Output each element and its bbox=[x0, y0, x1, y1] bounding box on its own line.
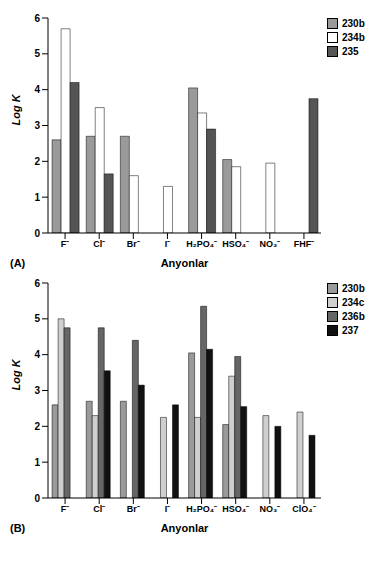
svg-text:0: 0 bbox=[34, 228, 40, 239]
svg-text:5: 5 bbox=[34, 48, 40, 59]
svg-text:HSO₄⁻: HSO₄⁻ bbox=[222, 239, 249, 249]
html-text:(A): (A) bbox=[10, 257, 26, 269]
svg-text:NO₃⁻: NO₃⁻ bbox=[259, 504, 280, 514]
svg-text:HSO₄⁻: HSO₄⁻ bbox=[222, 504, 249, 514]
svg-text:2: 2 bbox=[34, 156, 40, 167]
svg-text:Log K: Log K bbox=[10, 93, 22, 125]
svg-text:3: 3 bbox=[34, 385, 40, 396]
html-text:234b: 234b bbox=[342, 32, 365, 43]
html-text:230b: 230b bbox=[342, 283, 365, 294]
svg-text:ClO₄⁻: ClO₄⁻ bbox=[292, 504, 315, 514]
svg-text:6: 6 bbox=[34, 13, 40, 24]
svg-text:Anyonlar: Anyonlar bbox=[161, 257, 209, 269]
svg-text:NO₃⁻: NO₃⁻ bbox=[259, 239, 280, 249]
html-text:237: 237 bbox=[342, 325, 359, 336]
svg-text:4: 4 bbox=[34, 84, 40, 95]
html-text:236b: 236b bbox=[342, 311, 365, 322]
svg-text:6: 6 bbox=[34, 278, 40, 289]
svg-text:Br⁻: Br⁻ bbox=[127, 239, 140, 249]
svg-text:Br⁻: Br⁻ bbox=[127, 504, 140, 514]
svg-text:FHF⁻: FHF⁻ bbox=[294, 239, 315, 249]
svg-text:5: 5 bbox=[34, 313, 40, 324]
svg-text:H₂PO₄⁻: H₂PO₄⁻ bbox=[186, 504, 217, 514]
svg-text:3: 3 bbox=[34, 120, 40, 131]
html-text:235: 235 bbox=[342, 46, 359, 57]
svg-text:F⁻: F⁻ bbox=[61, 504, 70, 514]
svg-text:1: 1 bbox=[34, 457, 40, 468]
svg-text:Anyonlar: Anyonlar bbox=[161, 522, 209, 534]
svg-text:I⁻: I⁻ bbox=[165, 504, 171, 514]
svg-text:Cl⁻: Cl⁻ bbox=[93, 239, 105, 249]
svg-text:Log K: Log K bbox=[10, 358, 22, 390]
svg-text:H₂PO₄⁻: H₂PO₄⁻ bbox=[186, 239, 217, 249]
html-text:230b: 230b bbox=[342, 18, 365, 29]
svg-text:4: 4 bbox=[34, 349, 40, 360]
svg-text:F⁻: F⁻ bbox=[61, 239, 70, 249]
svg-text:1: 1 bbox=[34, 192, 40, 203]
html-text:(B): (B) bbox=[10, 522, 26, 534]
svg-text:0: 0 bbox=[34, 493, 40, 504]
svg-text:Cl⁻: Cl⁻ bbox=[93, 504, 105, 514]
svg-text:2: 2 bbox=[34, 421, 40, 432]
svg-text:I⁻: I⁻ bbox=[165, 239, 171, 249]
html-text:234c: 234c bbox=[342, 297, 365, 308]
